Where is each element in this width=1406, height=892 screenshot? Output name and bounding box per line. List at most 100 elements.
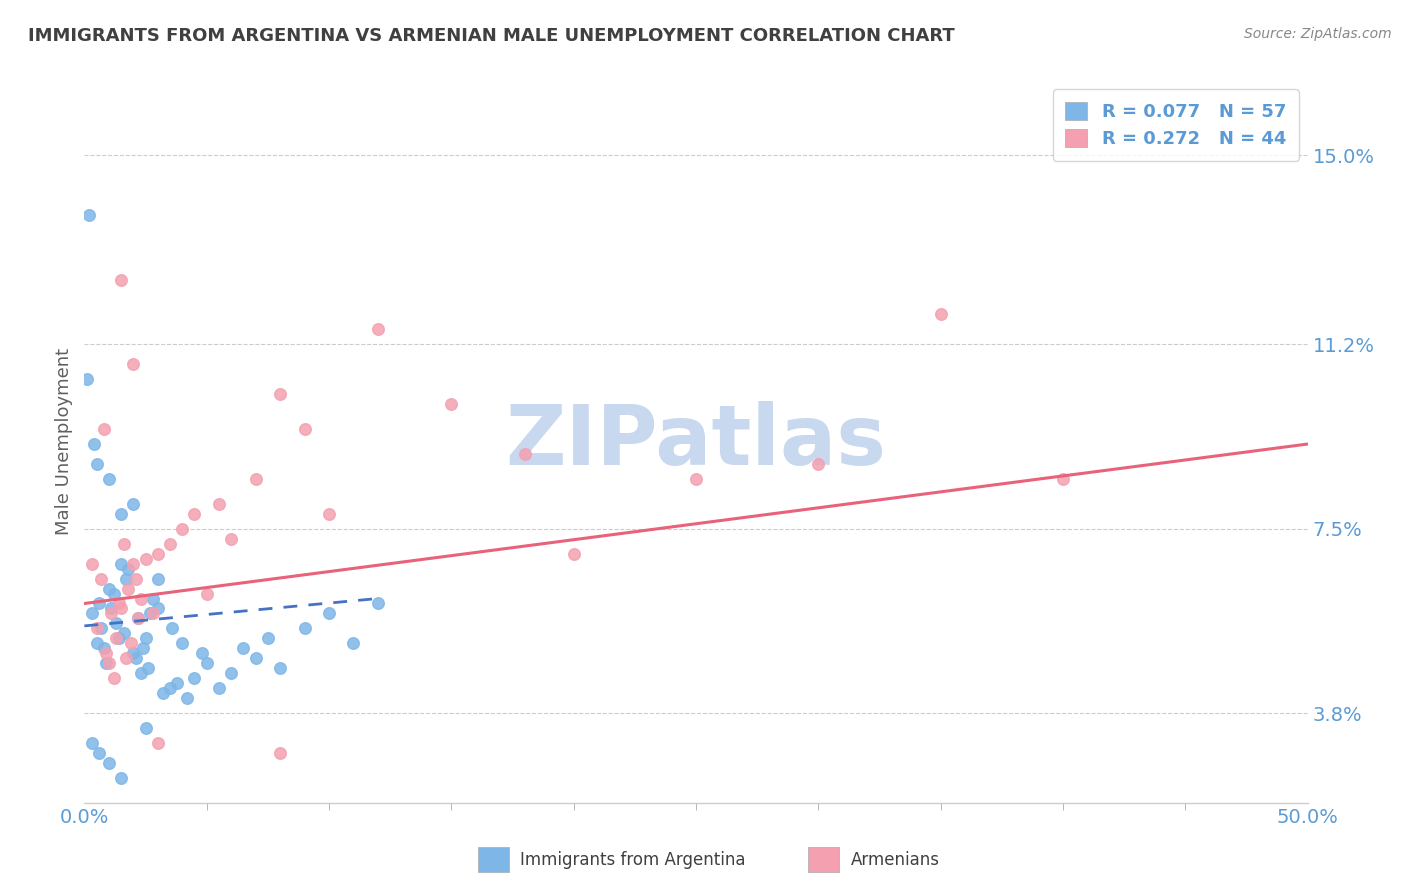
Point (132, 641, 155, 656)
Point (129, 591, 152, 606)
Point (110, 771, 132, 785)
Point (103, 586, 125, 600)
Point (318, 507, 340, 521)
Point (152, 686, 174, 700)
Point (96, 646, 118, 660)
Point (83, 437, 105, 451)
Point (146, 736, 169, 750)
Point (97, 756, 120, 770)
Point (107, 632, 129, 646)
Point (86, 621, 108, 635)
Point (807, 457, 830, 471)
Point (122, 557, 145, 571)
Point (318, 607, 340, 621)
Point (110, 601, 132, 615)
Point (685, 472, 707, 486)
Point (90, 621, 112, 635)
Point (105, 632, 128, 646)
Point (183, 671, 205, 685)
Point (146, 601, 169, 615)
Point (219, 666, 242, 681)
Point (127, 611, 149, 625)
Point (146, 572, 169, 586)
Point (86, 636, 108, 650)
Point (440, 397, 463, 411)
Point (172, 636, 194, 650)
Point (100, 607, 122, 621)
Point (97, 582, 120, 596)
Point (513, 447, 536, 461)
Point (159, 681, 181, 696)
Point (87, 597, 110, 611)
Point (107, 597, 129, 611)
Point (136, 661, 159, 675)
Point (176, 691, 198, 706)
Point (135, 551, 157, 566)
Point (294, 621, 316, 635)
Point (183, 507, 205, 521)
Legend: R = 0.077   N = 57, R = 0.272   N = 44: R = 0.077 N = 57, R = 0.272 N = 44 (1053, 89, 1299, 161)
Point (110, 507, 132, 521)
Point (269, 661, 291, 675)
Text: Armenians: Armenians (851, 851, 939, 869)
Point (90, 572, 112, 586)
Point (232, 641, 254, 656)
Point (342, 636, 364, 650)
Point (195, 657, 218, 671)
Point (97, 472, 120, 486)
Point (127, 611, 149, 625)
Point (93, 422, 115, 436)
Point (129, 666, 152, 681)
Point (110, 557, 132, 571)
Point (122, 357, 145, 371)
Point (120, 636, 142, 650)
Point (219, 532, 242, 546)
Point (103, 671, 125, 685)
Point (112, 537, 135, 551)
Point (142, 607, 165, 621)
Y-axis label: Male Unemployment: Male Unemployment (55, 348, 73, 535)
Text: Source: ZipAtlas.com: Source: ZipAtlas.com (1244, 27, 1392, 41)
Point (191, 646, 214, 660)
Point (245, 472, 267, 486)
Text: ZIPatlas: ZIPatlas (506, 401, 886, 482)
Point (269, 387, 291, 401)
Point (142, 591, 165, 606)
Point (77, 208, 100, 222)
Point (76, 372, 98, 386)
Point (86, 457, 108, 471)
Point (135, 632, 157, 646)
Point (117, 582, 139, 596)
Point (87, 746, 110, 760)
Text: IMMIGRANTS FROM ARGENTINA VS ARMENIAN MALE UNEMPLOYMENT CORRELATION CHART: IMMIGRANTS FROM ARGENTINA VS ARMENIAN MA… (28, 27, 955, 45)
Point (367, 322, 389, 336)
Point (100, 601, 122, 615)
Point (139, 607, 162, 621)
Point (257, 632, 280, 646)
Point (110, 272, 132, 286)
Point (117, 561, 139, 575)
Point (105, 616, 128, 631)
Point (80, 736, 103, 750)
Point (96, 657, 118, 671)
Point (125, 651, 148, 665)
Point (146, 547, 169, 561)
Point (208, 497, 231, 511)
Point (115, 572, 138, 586)
Point (172, 522, 194, 536)
Point (80, 557, 103, 571)
Point (135, 721, 157, 735)
Point (159, 537, 181, 551)
Point (122, 646, 145, 660)
Point (269, 746, 291, 760)
Point (80, 607, 103, 621)
Point (122, 497, 145, 511)
Point (367, 597, 389, 611)
Point (115, 651, 138, 665)
Point (562, 547, 585, 561)
Point (929, 308, 952, 322)
Point (195, 586, 218, 600)
Point (294, 422, 316, 436)
Point (125, 572, 148, 586)
Point (166, 676, 188, 690)
